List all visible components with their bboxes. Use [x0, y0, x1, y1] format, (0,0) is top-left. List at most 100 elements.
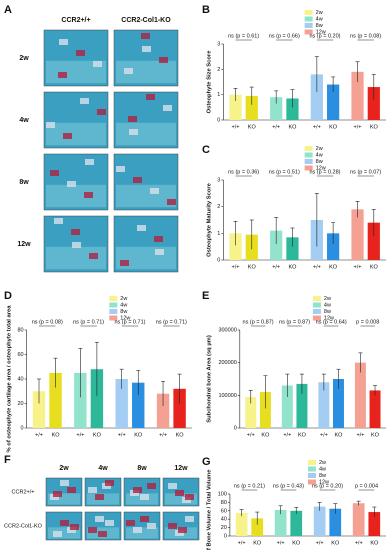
x-tick-label: +/+	[354, 264, 362, 270]
column-header: 12w	[174, 465, 188, 472]
histology-stain	[185, 516, 194, 522]
annotation: ns (p = 0.20)	[309, 33, 340, 39]
legend-swatch	[312, 315, 321, 321]
legend-swatch	[304, 152, 313, 158]
histology-stain	[72, 242, 81, 248]
x-tick-label: KO	[370, 264, 379, 270]
annotation: ns (p = 0.71)	[156, 319, 187, 325]
bar	[296, 383, 308, 428]
legend-swatch	[304, 16, 313, 22]
y-tick-label: 2	[217, 67, 220, 73]
legend-swatch	[109, 296, 118, 301]
x-tick-label: +/+	[76, 432, 84, 438]
annotation: p = 0.008	[356, 319, 379, 325]
histology-stain	[88, 527, 97, 533]
histology-stain	[133, 527, 142, 533]
bar	[235, 512, 248, 536]
y-tick-label: 0	[21, 425, 24, 431]
x-tick-label: KO	[52, 432, 61, 438]
x-tick-label: +/+	[272, 264, 280, 270]
column-header: 2w	[59, 465, 69, 472]
annotation: ns (p = 0.66)	[269, 33, 300, 39]
legend-swatch	[304, 165, 313, 171]
bar	[259, 392, 271, 428]
y-tick-label: 80	[221, 500, 227, 506]
bar	[286, 98, 299, 120]
bar	[115, 379, 128, 428]
histology-stain	[84, 192, 93, 198]
histology-stain	[168, 483, 177, 489]
histology-stain	[150, 188, 159, 194]
histology-stain	[63, 133, 72, 139]
histology-stain	[141, 33, 150, 39]
histology-stain	[124, 68, 133, 74]
panel-letter: B	[202, 4, 210, 16]
histology-region	[116, 122, 176, 146]
x-tick-label: +/+	[316, 540, 324, 546]
histology-stain	[159, 57, 168, 63]
bar	[327, 84, 340, 120]
y-tick-label: 40	[17, 376, 23, 382]
histology-stain	[120, 260, 129, 266]
histology-stain	[155, 249, 164, 255]
x-tick-label: KO	[134, 432, 143, 438]
legend-swatch	[312, 309, 321, 314]
legend-label: 4w	[316, 152, 323, 158]
legend-swatch	[109, 309, 118, 314]
x-tick-label: +/+	[354, 124, 362, 130]
histology-stain	[93, 61, 102, 67]
bar	[286, 237, 299, 260]
x-tick-label: KO	[248, 264, 257, 270]
x-tick-label: KO	[298, 432, 307, 438]
y-tick-label: 300000	[218, 327, 236, 333]
y-tick-label: 20	[221, 525, 227, 531]
x-tick-label: +/+	[313, 264, 321, 270]
x-tick-label: +/+	[272, 124, 280, 130]
column-header: 8w	[137, 465, 147, 472]
histology-stain	[60, 520, 69, 526]
bar	[74, 372, 87, 428]
bar	[367, 222, 380, 260]
histology-stain	[58, 72, 67, 78]
legend-swatch	[312, 302, 321, 308]
histology-stain	[53, 491, 62, 497]
x-tick-label: KO	[176, 432, 185, 438]
row-label: 12w	[17, 241, 31, 248]
histology-stain	[116, 166, 125, 172]
legend-swatch	[304, 29, 313, 35]
legend-swatch	[304, 159, 313, 164]
bar	[281, 385, 293, 428]
y-axis-label: % of Bone Volume / Total Volume	[207, 469, 213, 550]
histology-stain	[67, 181, 76, 187]
histology-region	[46, 122, 106, 146]
histology-stain	[137, 225, 146, 231]
y-tick-label: 0	[224, 533, 227, 539]
histology-region	[48, 527, 80, 539]
legend-swatch	[304, 146, 313, 151]
histology-stain	[105, 480, 114, 486]
bar	[333, 379, 344, 428]
bar	[245, 95, 258, 120]
panel-letter: D	[4, 290, 12, 302]
histology-stain	[105, 520, 114, 526]
histology-region	[46, 246, 106, 270]
panel-letter: A	[4, 4, 12, 16]
histology-stain	[140, 516, 149, 522]
histology-stain	[154, 236, 163, 242]
y-tick-label: 1	[217, 92, 220, 98]
y-tick-label: 40	[221, 517, 227, 523]
histology-region	[116, 60, 176, 84]
histology-stain	[88, 487, 97, 493]
histology-stain	[53, 531, 62, 537]
x-tick-label: +/+	[355, 540, 363, 546]
annotation: ns (p = 0.71)	[73, 319, 104, 325]
column-header: 4w	[98, 465, 108, 472]
panel-letter: F	[4, 454, 11, 466]
histology-region	[165, 493, 197, 505]
legend-label: 2w	[316, 146, 323, 152]
x-tick-label: KO	[335, 432, 344, 438]
bar	[327, 233, 340, 260]
legend-label: 8w	[319, 473, 326, 479]
